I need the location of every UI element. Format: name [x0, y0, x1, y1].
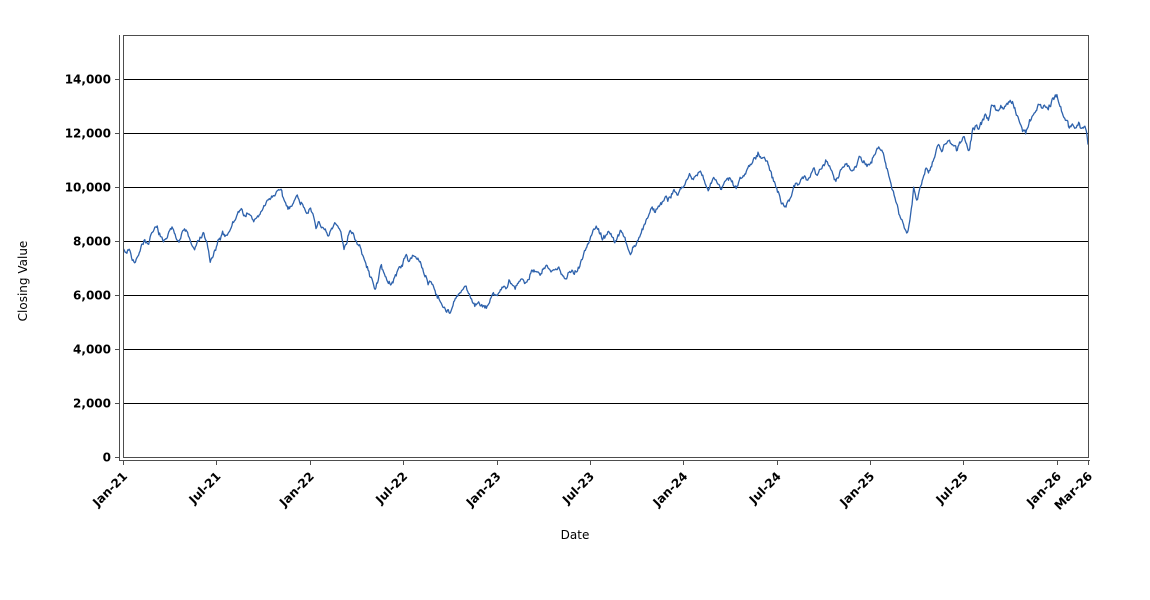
y-tick-label: 12,000 [65, 127, 111, 141]
y-tick-label: 6,000 [73, 289, 111, 303]
x-axis-ticks: Jan-21 Jul-21 Jan-22 Jul-22 Jan-23 Jul-23 Jan-… [89, 461, 1095, 513]
x-tick-label: Jul-23 [559, 469, 597, 507]
y-tick-label: 4,000 [73, 343, 111, 357]
x-tick-label: Jan-22 [276, 469, 317, 510]
y-tick-label: 10,000 [65, 181, 111, 195]
y-axis-ticks: 0 2,000 4,000 6,000 8,000 10,000 12,000 14,000 [65, 73, 119, 465]
y-tick-label: 0 [103, 451, 111, 465]
x-tick-label: Jul-21 [185, 469, 223, 507]
y-tick-label: 8,000 [73, 235, 111, 249]
gridlines [123, 79, 1088, 404]
y-axis-title: Closing Value [16, 240, 30, 322]
x-tick-label: Jul-25 [933, 469, 971, 507]
x-tick-label: Jan-23 [463, 469, 504, 510]
y-tick-label: 14,000 [65, 73, 111, 87]
y-tick-label: 2,000 [73, 397, 111, 411]
x-tick-label: Jan-21 [89, 469, 130, 510]
x-tick-label: Jan-24 [650, 469, 691, 510]
plot-border [123, 35, 1089, 458]
x-axis-title: Date [560, 528, 590, 542]
x-tick-label: Jan-25 [836, 469, 877, 510]
x-tick-label: Jul-22 [372, 469, 410, 507]
closing-value-line [123, 93, 1088, 314]
axis-lines [119, 35, 1090, 461]
x-tick-label: Jul-24 [746, 469, 784, 507]
